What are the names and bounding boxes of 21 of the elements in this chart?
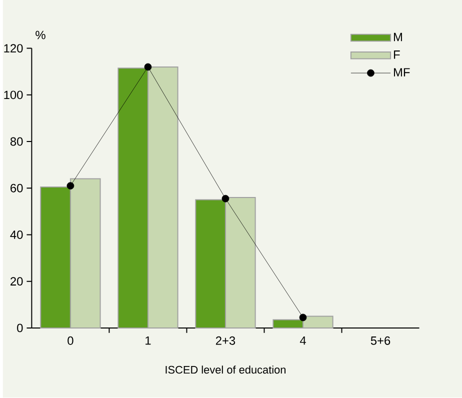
y-tick-label: 0 xyxy=(17,324,23,332)
y-tick-label: 60 xyxy=(10,184,23,193)
x-tick-label: 1 xyxy=(146,336,151,345)
point xyxy=(299,314,307,322)
x-axis-title: ISCED level of education xyxy=(166,366,286,374)
legend-label: M xyxy=(394,33,402,42)
y-tick-label: 80 xyxy=(10,138,23,146)
legend-label: F xyxy=(394,50,400,59)
y-axis-title: % xyxy=(36,31,46,40)
legend-label: MF xyxy=(394,68,410,77)
y-tick-label: 40 xyxy=(10,230,23,240)
x-tick-label: 0 xyxy=(68,336,74,346)
point xyxy=(144,64,152,71)
y-tick-label: 120 xyxy=(4,44,23,53)
y-tick-label: 20 xyxy=(10,277,23,286)
x-tick-label: 2+3 xyxy=(216,336,236,346)
y-tick-label: 100 xyxy=(4,90,23,100)
x-tick-label: 4 xyxy=(300,336,306,345)
x-tick-label: 5+6 xyxy=(370,336,390,346)
point xyxy=(66,182,74,190)
point xyxy=(222,195,230,203)
